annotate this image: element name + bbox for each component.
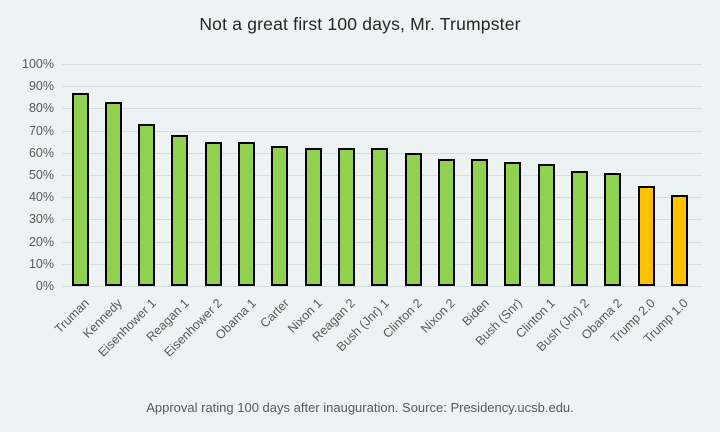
chart-title: Not a great first 100 days, Mr. Trumpste… [199, 14, 521, 34]
gridline [62, 286, 702, 287]
y-axis-tick-label: 30% [28, 212, 54, 227]
bar-obama-2 [604, 172, 622, 286]
bar-nixon-1 [304, 148, 322, 286]
bar-bush-jnr-1 [371, 148, 389, 286]
gridline [62, 130, 702, 132]
y-axis-tick-label: 10% [28, 256, 54, 271]
y-axis-tick-label: 80% [28, 101, 54, 116]
bar-reagan-2 [337, 148, 355, 286]
y-axis-tick-label: 40% [28, 190, 54, 205]
y-axis-tick-label: 70% [28, 123, 54, 138]
y-axis-tick-label: 20% [28, 234, 54, 249]
bar-bush-jnr-2 [571, 170, 588, 286]
bar-eisenhower-1 [138, 123, 156, 286]
gridline [62, 86, 702, 88]
bar-kennedy [104, 101, 122, 286]
chart-caption: Approval rating 100 days after inaugurat… [146, 400, 574, 415]
bar-clinton-1 [537, 163, 555, 286]
bar-carter [271, 146, 289, 286]
y-axis-tick-label: 90% [28, 79, 54, 94]
bar-trump-2-0 [637, 186, 655, 286]
y-axis-tick-label: 60% [28, 145, 54, 160]
gridline [62, 64, 702, 65]
bar-reagan-1 [171, 135, 189, 286]
y-axis-tick-label: 100% [22, 57, 54, 71]
bar-trump-1-0 [670, 194, 688, 286]
bar-truman [71, 92, 89, 286]
bar-bush-snr [504, 161, 522, 286]
y-axis-tick-label: 0% [35, 279, 54, 293]
bar-obama-1 [238, 141, 255, 286]
bar-biden [471, 159, 489, 286]
bar-nixon-2 [437, 159, 455, 286]
bar-clinton-2 [404, 152, 422, 286]
gridline [62, 108, 702, 110]
y-axis-tick-label: 50% [28, 168, 54, 182]
bar-eisenhower-2 [204, 141, 222, 286]
x-axis-label: Nixon 2 [418, 296, 459, 336]
